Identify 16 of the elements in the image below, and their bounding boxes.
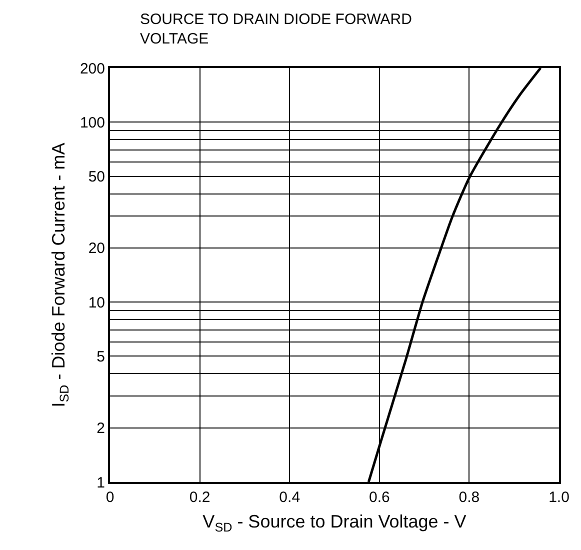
chart-title: SOURCE TO DRAIN DIODE FORWARD VOLTAGE (140, 11, 412, 48)
x-tick-label: 0 (106, 489, 114, 506)
y-tick-label: 50 (88, 168, 105, 186)
x-axis-title: V$_{SD}$ - Source to Drain Voltage - V (202, 512, 466, 534)
x-tick-label: 0.8 (458, 489, 480, 506)
y-tick-label: 10 (88, 294, 105, 312)
y-tick-label: 100 (80, 114, 105, 132)
x-tick-label: 0.6 (368, 489, 390, 506)
y-tick-label: 20 (88, 240, 105, 258)
y-tick-label: 200 (80, 60, 105, 78)
y-tick-label: 5 (96, 348, 105, 366)
y-tick-label: 1 (96, 474, 105, 492)
x-tick-label: 1.0 (548, 489, 570, 506)
y-tick-label: 2 (96, 420, 105, 438)
x-tick-label: 0.4 (279, 489, 300, 506)
x-tick-label: 0.2 (189, 489, 210, 506)
